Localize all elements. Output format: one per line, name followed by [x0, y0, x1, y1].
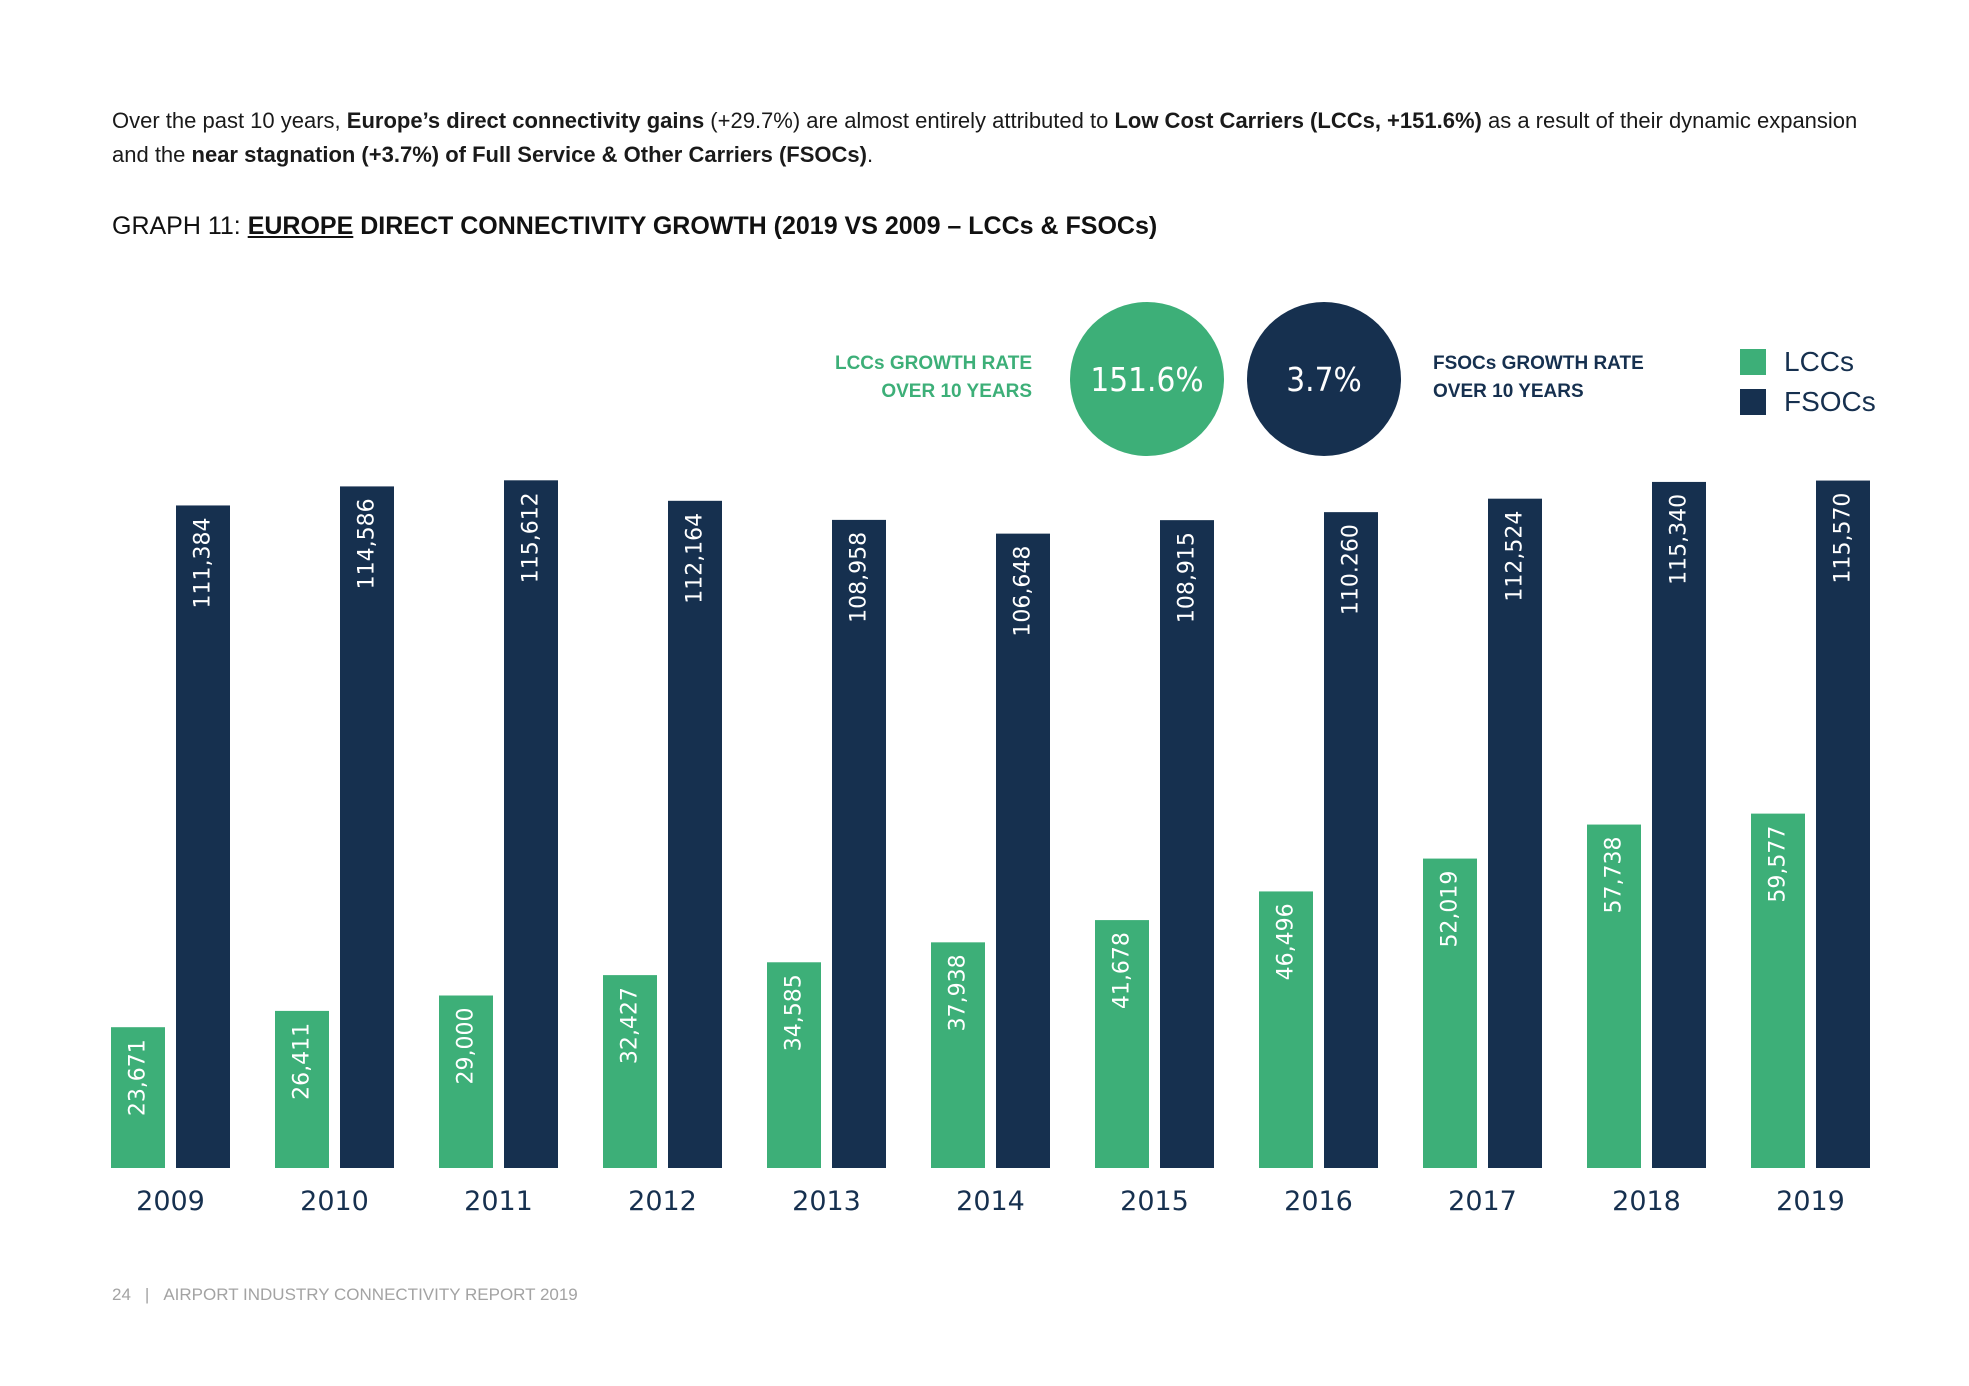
lcc-growth-label-line1: LCCs GROWTH RATE: [834, 353, 1032, 374]
x-tick-label-2011: 2011: [464, 1186, 533, 1217]
bar-lcc-2009: [111, 1027, 165, 1168]
data-label-lcc-2010: 26,411: [290, 1023, 315, 1100]
footer-report-title: AIRPORT INDUSTRY CONNECTIVITY REPORT 201…: [163, 1285, 578, 1304]
x-tick-label-2010: 2010: [300, 1186, 369, 1217]
bar-fsoc-2010: [340, 486, 394, 1168]
x-tick-label-2012: 2012: [628, 1186, 697, 1217]
bar-fsoc-2012: [668, 500, 722, 1168]
intro-paragraph: Over the past 10 years, Europe’s direct …: [112, 104, 1872, 172]
bar-lcc-2018: [1587, 824, 1641, 1168]
bar-lcc-2014: [931, 942, 985, 1168]
intro-bold-1: Europe’s direct connectivity gains: [346, 108, 705, 133]
bar-lcc-2016: [1259, 891, 1313, 1168]
bar-lcc-2013: [767, 962, 821, 1168]
data-label-lcc-2015: 41,678: [1110, 932, 1135, 1009]
x-tick-label-2015: 2015: [1120, 1186, 1189, 1217]
data-label-fsoc-2012: 112,164: [683, 513, 708, 604]
fsoc-growth-circle: 3.7%: [1247, 302, 1401, 456]
legend-swatch-fsoc: [1740, 389, 1766, 415]
x-tick-label-2018: 2018: [1612, 1186, 1681, 1217]
x-tick-label-2013: 2013: [792, 1186, 861, 1217]
intro-text-3: as a result of their dynamic expansion a…: [112, 108, 1858, 167]
data-label-lcc-2018: 57,738: [1602, 837, 1627, 914]
data-label-fsoc-2014: 106,648: [1011, 546, 1036, 637]
legend-label-fsoc: FSOCs: [1784, 386, 1876, 417]
data-label-fsoc-2016: 110.260: [1339, 524, 1364, 615]
bar-fsoc-2009: [176, 505, 230, 1168]
bar-lcc-2019: [1751, 813, 1805, 1168]
intro-bold-3: near stagnation (+3.7%) of Full Service …: [191, 142, 867, 167]
data-label-fsoc-2019: 115,570: [1831, 493, 1856, 584]
bar-lcc-2011: [439, 995, 493, 1168]
bar-fsoc-2019: [1816, 480, 1870, 1169]
intro-text-4: .: [866, 142, 874, 167]
bar-fsoc-2016: [1324, 512, 1378, 1168]
data-label-lcc-2012: 32,427: [618, 987, 643, 1064]
intro-text-1: Over the past 10 years,: [112, 108, 347, 133]
data-label-fsoc-2017: 112,524: [1503, 511, 1528, 602]
lcc-growth-circle: 151.6%: [1070, 302, 1224, 456]
x-tick-label-2019: 2019: [1776, 1186, 1845, 1217]
graph-title-region: EUROPE: [247, 212, 354, 240]
data-label-lcc-2014: 37,938: [946, 954, 971, 1031]
x-tick-label-2016: 2016: [1284, 1186, 1353, 1217]
data-label-lcc-2019: 59,577: [1766, 826, 1791, 903]
bar-lcc-2012: [603, 975, 657, 1168]
fsoc-growth-value: 3.7%: [1286, 359, 1362, 399]
data-label-fsoc-2015: 108,915: [1175, 532, 1200, 623]
fsoc-growth-label: FSOCs GROWTH RATE OVER 10 YEARS: [1433, 350, 1644, 406]
data-label-fsoc-2018: 115,340: [1667, 494, 1692, 585]
data-label-lcc-2009: 23,671: [126, 1039, 151, 1116]
data-label-fsoc-2009: 111,384: [191, 517, 216, 608]
bar-fsoc-2011: [504, 480, 558, 1168]
bar-lcc-2010: [275, 1010, 329, 1168]
lcc-growth-value: 151.6%: [1090, 359, 1204, 399]
lcc-growth-label-line2: OVER 10 YEARS: [881, 381, 1032, 402]
graph-title: GRAPH 11: EUROPE DIRECT CONNECTIVITY GRO…: [112, 212, 1157, 241]
bar-lcc-2017: [1423, 858, 1477, 1168]
data-label-lcc-2017: 52,019: [1438, 871, 1463, 948]
graph-title-rest: DIRECT CONNECTIVITY GROWTH (2019 VS 2009…: [353, 212, 1158, 240]
data-label-lcc-2013: 34,585: [782, 974, 807, 1051]
bar-fsoc-2015: [1160, 520, 1214, 1168]
legend-swatch-lcc: [1740, 349, 1766, 375]
footer-separator: |: [144, 1285, 150, 1304]
graph-title-prefix: GRAPH 11:: [112, 212, 248, 240]
bar-fsoc-2018: [1652, 481, 1706, 1168]
data-label-fsoc-2013: 108,958: [847, 532, 872, 623]
data-label-fsoc-2010: 114,586: [355, 498, 380, 589]
fsoc-growth-label-line2: OVER 10 YEARS: [1433, 381, 1584, 402]
x-tick-label-2009: 2009: [136, 1186, 205, 1217]
bar-fsoc-2014: [996, 533, 1050, 1168]
chart-legend: LCCs FSOCs: [1740, 342, 1876, 422]
x-tick-label-2014: 2014: [956, 1186, 1025, 1217]
intro-bold-2: Low Cost Carriers (LCCs, +151.6%): [1114, 108, 1482, 133]
bar-lcc-2015: [1095, 920, 1149, 1168]
x-tick-label-2017: 2017: [1448, 1186, 1517, 1217]
data-label-lcc-2011: 29,000: [454, 1008, 479, 1085]
fsoc-growth-label-line1: FSOCs GROWTH RATE: [1433, 353, 1644, 374]
legend-label-lcc: LCCs: [1784, 346, 1855, 377]
data-label-lcc-2016: 46,496: [1274, 903, 1299, 980]
lcc-growth-label: LCCs GROWTH RATE OVER 10 YEARS: [835, 350, 1032, 406]
bar-fsoc-2013: [832, 519, 886, 1168]
footer-page-number: 24: [112, 1285, 131, 1304]
page-footer: 24 | AIRPORT INDUSTRY CONNECTIVITY REPORT …: [112, 1285, 578, 1305]
data-label-fsoc-2011: 115,612: [519, 492, 544, 583]
intro-text-2: (+29.7%) are almost entirely attributed …: [704, 108, 1115, 133]
bar-fsoc-2017: [1488, 498, 1542, 1168]
legend-item-fsoc: FSOCs: [1740, 382, 1876, 422]
legend-item-lcc: LCCs: [1740, 342, 1876, 382]
